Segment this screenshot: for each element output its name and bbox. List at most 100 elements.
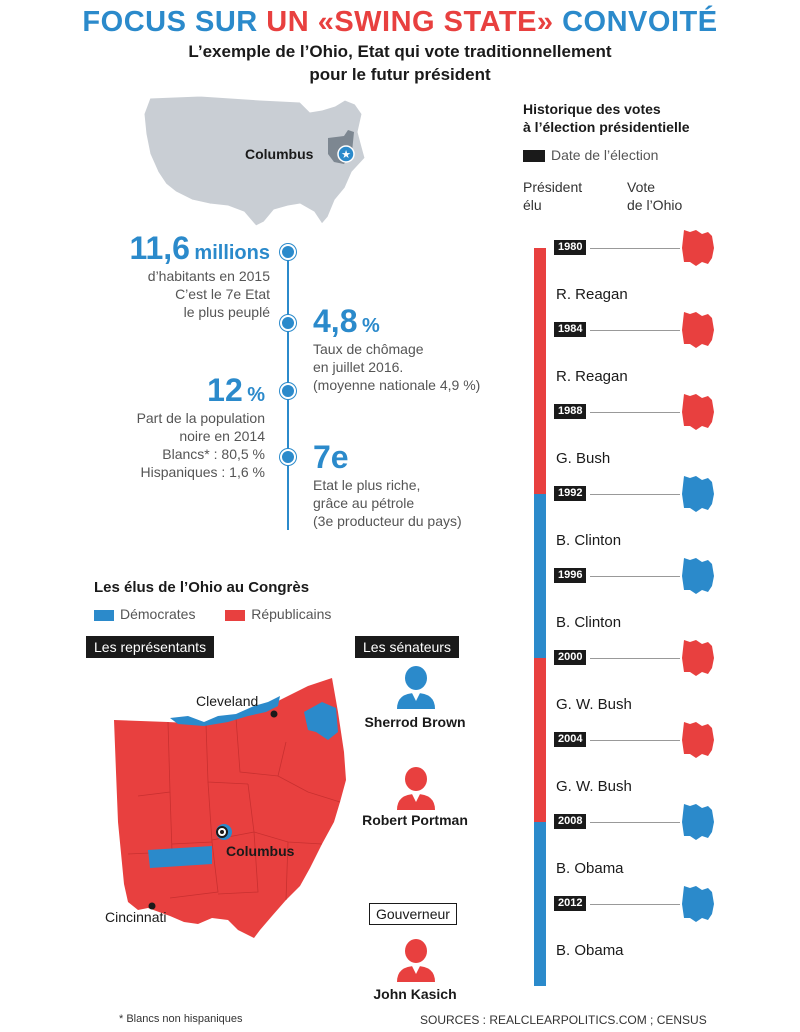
election-year-badge: 2000 bbox=[554, 650, 587, 665]
stats-dot-4 bbox=[280, 449, 296, 465]
year-connector-line bbox=[590, 494, 680, 495]
legend-black-box bbox=[523, 150, 545, 163]
president-name: B. Obama bbox=[556, 942, 624, 959]
election-year-badge: 1988 bbox=[554, 404, 587, 419]
stat-unemployment-line2: en juillet 2016. bbox=[313, 359, 404, 375]
history-legend: Date de l’élection bbox=[523, 147, 658, 163]
cleveland-dot bbox=[270, 710, 278, 718]
senator-2-name: Robert Portman bbox=[362, 812, 468, 828]
columbus-map-dot bbox=[220, 830, 224, 834]
stat-black-pop-unit: % bbox=[247, 384, 265, 406]
year-connector-line bbox=[590, 740, 680, 741]
history-timeline: 1980 R. Reagan 1984 R. Reagan 1988 G. Bush 199… bbox=[520, 230, 770, 1000]
election-year-badge: 2004 bbox=[554, 732, 587, 747]
col-president-line1: Président bbox=[523, 179, 583, 195]
city-label-columbus: Columbus bbox=[226, 843, 295, 859]
year-connector-line bbox=[590, 822, 680, 823]
col-vote-head: Vote de l’Ohio bbox=[627, 178, 682, 214]
ohio-rep-area bbox=[114, 678, 346, 938]
stat-black-pop-line4: Hispaniques : 1,6 % bbox=[140, 464, 265, 480]
subtitle-line-1: L’exemple de l’Ohio, Etat qui vote tradi… bbox=[188, 42, 612, 61]
election-year-badge: 1980 bbox=[554, 240, 587, 255]
stat-population-unit: millions bbox=[194, 242, 270, 264]
stat-wealth-line3: (3e producteur du pays) bbox=[313, 513, 462, 529]
year-connector-line bbox=[590, 412, 680, 413]
col-vote-line1: Vote bbox=[627, 179, 656, 195]
senators-label: Les sénateurs bbox=[355, 636, 459, 658]
election-year-badge: 1996 bbox=[554, 568, 587, 583]
stat-black-pop-value: 12 bbox=[207, 372, 243, 408]
stats-dot-3 bbox=[280, 383, 296, 399]
history-title-line2: à l’élection présidentielle bbox=[523, 119, 690, 135]
us-map: ★ bbox=[143, 95, 366, 227]
stat-wealth-line2: grâce au pétrole bbox=[313, 495, 415, 511]
sources: SOURCES : REALCLEARPOLITICS.COM ; CENSUS bbox=[420, 1013, 707, 1027]
stats-dot-2 bbox=[280, 315, 296, 331]
president-term-bar bbox=[534, 248, 546, 330]
col-vote-line2: de l’Ohio bbox=[627, 197, 683, 213]
election-year-badge: 1992 bbox=[554, 486, 587, 501]
col-president-line2: élu bbox=[523, 197, 542, 213]
president-term-bar bbox=[534, 740, 546, 822]
col-president-head: Président élu bbox=[523, 178, 582, 214]
president-term-bar bbox=[534, 412, 546, 494]
governor-label: Gouverneur bbox=[369, 903, 457, 925]
ohio-vote-icon bbox=[682, 312, 714, 348]
senator-2-avatar-icon bbox=[397, 767, 435, 810]
year-connector-line bbox=[590, 576, 680, 577]
page-subtitle: L’exemple de l’Ohio, Etat qui vote tradi… bbox=[0, 40, 800, 86]
title-part-2: UN «SWING STATE» bbox=[266, 6, 554, 38]
stat-black-pop: 12 % Part de la population noire en 2014… bbox=[60, 372, 265, 481]
president-term-bar bbox=[534, 494, 546, 576]
us-mainland-shape bbox=[143, 95, 366, 227]
president-term-bar bbox=[534, 658, 546, 740]
stat-unemployment-line3: (moyenne nationale 4,9 %) bbox=[313, 377, 481, 393]
congress-title: Les élus de l’Ohio au Congrès bbox=[94, 579, 310, 596]
ohio-vote-icon bbox=[682, 722, 714, 758]
stat-black-pop-line1: Part de la population bbox=[136, 410, 265, 426]
ohio-vote-icon bbox=[682, 886, 714, 922]
stat-black-pop-line3: Blancs* : 80,5 % bbox=[162, 446, 265, 462]
ohio-district-map bbox=[114, 678, 346, 938]
senator-1-name: Sherrod Brown bbox=[364, 714, 466, 730]
us-map-city-label: Columbus bbox=[245, 146, 314, 162]
history-legend-label: Date de l’élection bbox=[551, 147, 659, 163]
city-label-cincinnati: Cincinnati bbox=[105, 909, 167, 925]
stat-black-pop-line2: noire en 2014 bbox=[179, 428, 265, 444]
history-title-line1: Historique des votes bbox=[523, 101, 661, 117]
year-connector-line bbox=[590, 248, 680, 249]
president-name: G. W. Bush bbox=[556, 696, 632, 713]
stat-population-line2: C’est le 7e Etat bbox=[175, 286, 270, 302]
stat-unemployment-line1: Taux de chômage bbox=[313, 341, 424, 357]
president-term-bar bbox=[534, 576, 546, 658]
stat-unemployment: 4,8 % Taux de chômage en juillet 2016. (… bbox=[313, 303, 533, 394]
election-year-badge: 1984 bbox=[554, 322, 587, 337]
ohio-dem-northeast bbox=[304, 702, 338, 740]
legend-rep-swatch bbox=[225, 609, 246, 621]
legend-rep-label: Républicains bbox=[251, 606, 332, 622]
subtitle-line-2: pour le futur président bbox=[309, 65, 491, 84]
ohio-vote-icon bbox=[682, 476, 714, 512]
city-label-cleveland: Cleveland bbox=[196, 693, 259, 709]
year-connector-line bbox=[590, 904, 680, 905]
stats-dot-1 bbox=[280, 244, 296, 260]
president-name: R. Reagan bbox=[556, 368, 628, 385]
stat-unemployment-value: 4,8 bbox=[313, 303, 358, 339]
president-term-bar bbox=[534, 904, 546, 986]
cincinnati-dot bbox=[148, 902, 156, 910]
ohio-vote-icon bbox=[682, 640, 714, 676]
president-name: B. Obama bbox=[556, 860, 624, 877]
governor-avatar-icon bbox=[397, 939, 435, 982]
ohio-dem-north-strip bbox=[170, 696, 280, 726]
year-connector-line bbox=[590, 658, 680, 659]
ohio-vote-icon bbox=[682, 558, 714, 594]
president-name: R. Reagan bbox=[556, 286, 628, 303]
star-icon: ★ bbox=[341, 148, 351, 161]
president-name: B. Clinton bbox=[556, 532, 622, 549]
legend-dem-label: Démocrates bbox=[120, 606, 196, 622]
columbus-marker bbox=[337, 145, 355, 163]
stat-wealth-value: 7e bbox=[313, 439, 349, 475]
president-term-bar bbox=[534, 330, 546, 412]
stat-unemployment-unit: % bbox=[361, 315, 380, 337]
stat-population-value: 11,6 bbox=[129, 230, 190, 266]
